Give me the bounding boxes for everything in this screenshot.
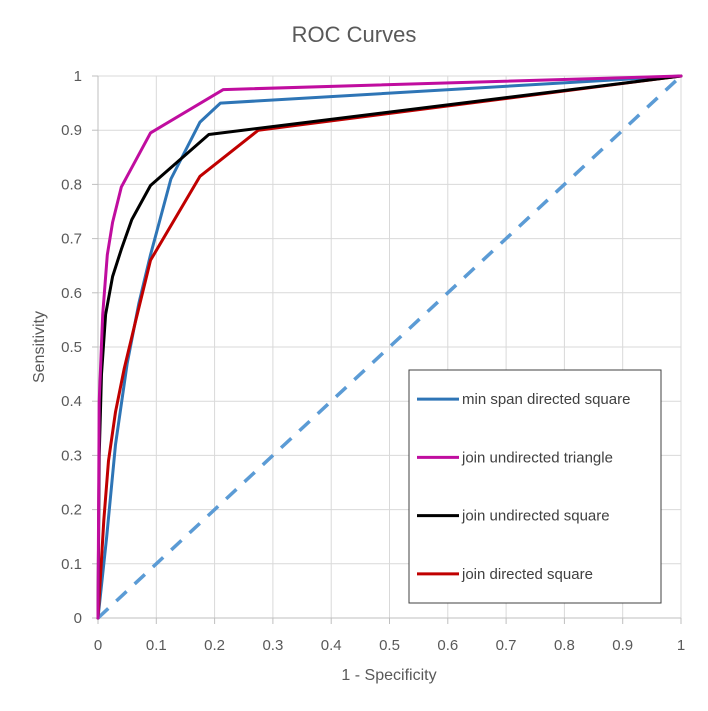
x-tick-label: 0.8 bbox=[554, 637, 575, 654]
x-axis-label: 1 - Specificity bbox=[341, 667, 436, 684]
x-tick-label: 0.7 bbox=[496, 637, 517, 654]
y-tick-label: 0.3 bbox=[61, 447, 82, 464]
x-tick-label: 0 bbox=[94, 637, 102, 654]
y-tick-label: 0.4 bbox=[61, 393, 82, 410]
x-tick-label: 0.5 bbox=[379, 637, 400, 654]
reference-diagonal-line bbox=[96, 74, 683, 620]
legend: min span directed square join undirected … bbox=[408, 369, 662, 604]
x-tick-label: 0.2 bbox=[204, 637, 225, 654]
legend-box bbox=[408, 369, 662, 604]
y-tick-label: 0.1 bbox=[61, 556, 82, 573]
legend-label: join undirected square bbox=[461, 508, 610, 525]
x-tick-label: 0.9 bbox=[612, 637, 633, 654]
plot-area bbox=[96, 74, 683, 620]
y-tick-label: 0 bbox=[74, 610, 82, 627]
x-tick-label: 0.3 bbox=[262, 637, 283, 654]
legend-label: join directed square bbox=[461, 566, 593, 583]
x-tick-label: 0.6 bbox=[437, 637, 458, 654]
series-line-1 bbox=[96, 74, 683, 620]
x-tick-label: 1 bbox=[677, 637, 685, 654]
legend-label: min span directed square bbox=[462, 391, 630, 408]
y-axis-label: Sensitivity bbox=[31, 311, 48, 383]
x-tick-label: 0.1 bbox=[146, 637, 167, 654]
series-line-3 bbox=[96, 74, 683, 620]
y-tick-label: 0.8 bbox=[61, 176, 82, 193]
tick-labels: 0 0.1 0.2 0.3 0.4 0.5 0.6 0.7 0.8 0.9 1 0 0.1 0.2 0.3 0… bbox=[61, 68, 685, 654]
y-tick-label: 0.7 bbox=[61, 231, 82, 248]
chart-title: ROC Curves bbox=[292, 22, 417, 47]
y-tick-label: 0.9 bbox=[61, 122, 82, 139]
y-tick-label: 0.5 bbox=[61, 339, 82, 356]
legend-label: join undirected triangle bbox=[461, 449, 613, 466]
y-tick-label: 0.2 bbox=[61, 502, 82, 519]
y-tick-label: 0.6 bbox=[61, 285, 82, 302]
x-tick-label: 0.4 bbox=[321, 637, 342, 654]
y-tick-label: 1 bbox=[74, 68, 82, 85]
